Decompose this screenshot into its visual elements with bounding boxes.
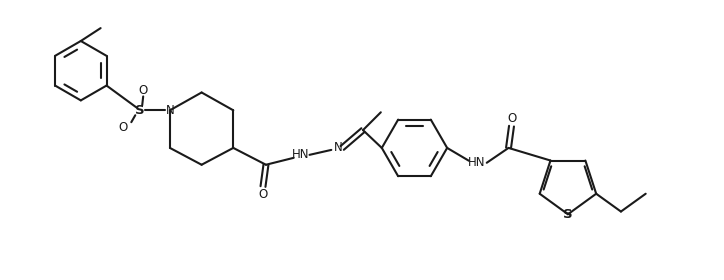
Text: HN: HN <box>468 156 486 169</box>
Text: O: O <box>138 84 148 97</box>
Text: HN: HN <box>292 148 309 161</box>
Text: O: O <box>119 121 128 134</box>
Text: S: S <box>563 208 573 221</box>
Text: O: O <box>258 188 268 201</box>
Text: N: N <box>166 104 174 117</box>
Text: N: N <box>334 141 342 155</box>
Text: S: S <box>135 104 145 117</box>
Text: O: O <box>507 112 516 125</box>
